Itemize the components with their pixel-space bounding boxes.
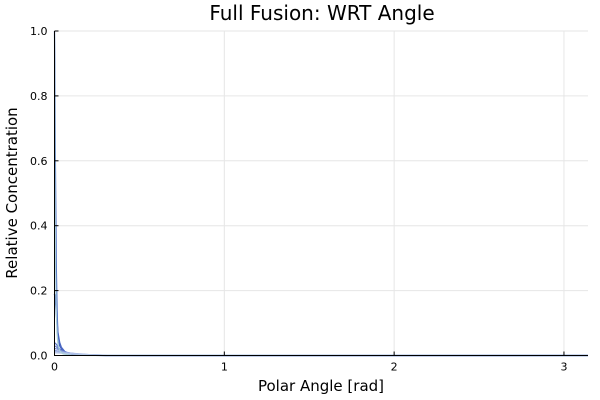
series-line-3 <box>54 345 588 357</box>
x-ticks: 0 1 2 3 <box>51 351 567 374</box>
y-tick-label-2: 0.4 <box>30 220 48 233</box>
series-line-8 <box>53 34 588 357</box>
chart-title: Full Fusion: WRT Angle <box>209 1 434 25</box>
series-line-2 <box>54 342 588 357</box>
x-tick-label-1: 1 <box>221 361 228 374</box>
series-group <box>53 30 589 357</box>
y-tick-label-1: 0.2 <box>30 285 48 298</box>
y-ticks: 0.0 0.2 0.4 0.6 0.8 1.0 <box>30 25 59 363</box>
axis-frame <box>54 31 588 356</box>
series-line-0 <box>53 30 588 357</box>
y-axis-label: Relative Concentration <box>3 107 21 278</box>
y-tick-label-4: 0.8 <box>30 90 48 103</box>
x-tick-label-3: 3 <box>560 361 567 374</box>
y-tick-label-5: 1.0 <box>30 25 48 38</box>
y-tick-label-0: 0.0 <box>30 350 48 363</box>
x-axis-label: Polar Angle [rad] <box>258 377 384 395</box>
x-tick-label-0: 0 <box>51 361 58 374</box>
series-line-1 <box>53 293 588 357</box>
grid <box>54 30 588 356</box>
series-line-4 <box>54 347 588 357</box>
y-tick-label-3: 0.6 <box>30 155 48 168</box>
x-tick-label-2: 2 <box>391 361 398 374</box>
